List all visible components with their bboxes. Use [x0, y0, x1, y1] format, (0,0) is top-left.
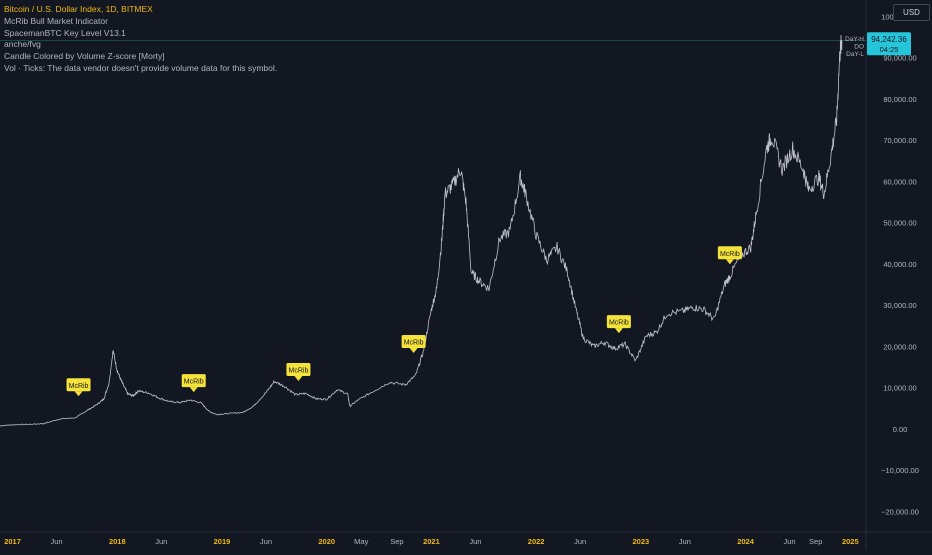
y-tick-label: −20,000.00 [881, 507, 919, 516]
x-tick-label: Sep [390, 537, 403, 546]
y-tick-label: 90,000.00 [883, 54, 916, 63]
mcrib-marker-label: McRib [289, 368, 309, 375]
price-tag-countdown: 04:25 [880, 45, 899, 54]
x-tick-label: Jun [260, 537, 272, 546]
y-tick-label: 30,000.00 [883, 301, 916, 310]
y-tick-label: 70,000.00 [883, 136, 916, 145]
y-tick-label: 50,000.00 [883, 219, 916, 228]
x-tick-label: Jun [784, 537, 796, 546]
x-tick-label: 2025 [842, 537, 859, 546]
currency-button[interactable]: USD [893, 4, 930, 21]
indicator-legend: Bitcoin / U.S. Dollar Index, 1D, BITMEX … [4, 4, 277, 75]
mcrib-marker-pointer [189, 387, 198, 393]
mcrib-marker[interactable]: McRib [66, 378, 91, 397]
mcrib-marker[interactable]: McRib [181, 374, 206, 393]
mcrib-marker-box [286, 363, 311, 377]
y-tick-label: 40,000.00 [883, 260, 916, 269]
indicator-volume-zscore[interactable]: Candle Colored by Volume Z-score [Morty] [4, 51, 165, 62]
x-tick-label: 2023 [633, 537, 650, 546]
mcrib-marker[interactable]: McRib [606, 315, 631, 334]
mcrib-marker-pointer [725, 259, 734, 265]
price-series-line[interactable] [0, 34, 843, 427]
mcrib-marker-pointer [409, 347, 418, 353]
mcrib-marker-label: McRib [184, 379, 204, 386]
mcrib-marker[interactable]: McRib [286, 363, 311, 382]
mcrib-marker-pointer [74, 391, 83, 397]
mcrib-marker-pointer [614, 328, 623, 334]
mcrib-marker-label: McRib [404, 339, 424, 346]
x-tick-label: Jun [574, 537, 586, 546]
mcrib-marker[interactable]: McRib [717, 246, 742, 265]
x-tick-label: Sep [809, 537, 822, 546]
indicator-key-level[interactable]: SpacemanBTC Key Level V13.1 [4, 27, 126, 38]
x-tick-label: 2019 [214, 537, 231, 546]
x-tick-label: Jun [469, 537, 481, 546]
key-level-label: DaY-L [846, 51, 864, 58]
key-level-label: DaY-H [845, 36, 864, 43]
y-tick-label: 60,000.00 [883, 177, 916, 186]
x-tick-label: Jun [50, 537, 62, 546]
x-tick-label: 2021 [423, 537, 440, 546]
x-tick-label: May [354, 537, 368, 546]
x-tick-label: 2024 [737, 537, 755, 546]
mcrib-marker-label: McRib [609, 320, 629, 327]
indicator-volume[interactable]: Vol · Ticks: The data vendor doesn't pro… [4, 62, 278, 73]
price-tag-value: 94,242.36 [871, 35, 907, 44]
mcrib-marker-label: McRib [69, 383, 89, 390]
price-tag[interactable] [867, 32, 911, 56]
mcrib-marker-label: McRib [720, 251, 740, 258]
y-tick-label: 20,000.00 [883, 342, 916, 351]
mcrib-marker-box [181, 374, 206, 388]
y-tick-label: 0.00 [893, 425, 908, 434]
x-tick-label: Jun [679, 537, 691, 546]
indicator-mcrib[interactable]: McRib Bull Market Indicator [4, 15, 108, 26]
x-tick-label: 2020 [318, 537, 335, 546]
mcrib-marker[interactable]: McRib [401, 334, 426, 353]
y-tick-label: −10,000.00 [881, 466, 919, 475]
mcrib-marker-pointer [294, 376, 303, 382]
y-tick-label: 80,000.00 [883, 95, 916, 104]
x-tick-label: 2022 [528, 537, 545, 546]
x-tick-label: Jun [155, 537, 167, 546]
mcrib-marker-box [717, 246, 742, 260]
mcrib-marker-box [66, 378, 91, 392]
y-tick-label: 10,000.00 [883, 384, 916, 393]
symbol-title[interactable]: Bitcoin / U.S. Dollar Index, 1D, BITMEX [4, 4, 153, 14]
mcrib-marker-box [606, 315, 631, 329]
key-level-label: DO [854, 44, 864, 51]
mcrib-marker-box [401, 334, 426, 348]
x-tick-label: 2017 [4, 537, 21, 546]
indicator-fvg[interactable]: anche/fvg [4, 39, 41, 50]
x-tick-label: 2018 [109, 537, 126, 546]
